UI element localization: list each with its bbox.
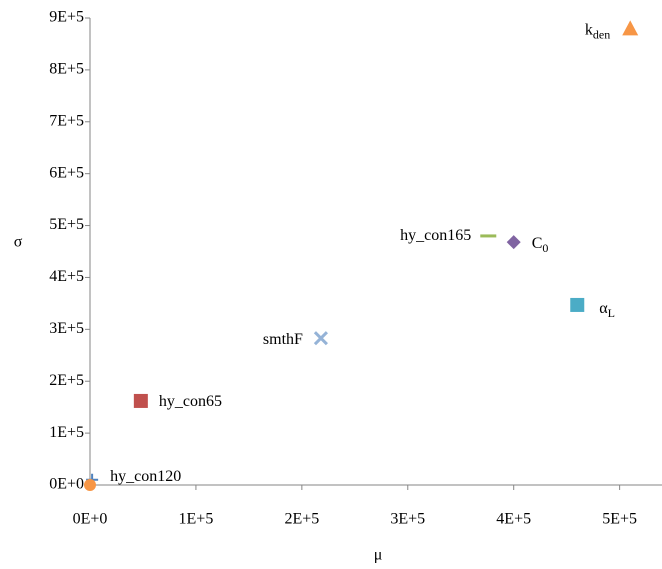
y-tick-label: 0E+0 [49,476,84,493]
point-label: hy_con165 [400,227,471,244]
point-label: kden [585,21,610,41]
point [570,297,585,312]
x-axis-title: μ [374,547,383,564]
x-tick-label: 2E+5 [284,511,319,528]
point-label: smthF [263,331,303,348]
point [84,479,96,491]
x-tick-label: 3E+5 [390,511,425,528]
point-label-text: smthF [263,331,303,348]
point-label-sub: den [593,27,610,41]
point-label: hy_con120 [110,467,181,484]
point-label-text: α [599,300,608,317]
y-tick-label: 4E+5 [49,268,84,285]
point-label-text: k [585,21,593,38]
y-axis-title: σ [14,234,23,251]
point-label-text: hy_con65 [159,393,222,410]
point [313,331,328,346]
point-label: hy_con65 [159,393,222,410]
point-label-sub: 0 [542,241,548,255]
point-label-text: C [532,235,543,252]
point [133,393,148,408]
x-tick-label: 5E+5 [602,511,637,528]
x-tick-label: 4E+5 [496,511,531,528]
point [506,235,521,250]
x-tick-label: 1E+5 [179,511,214,528]
y-tick-label: 3E+5 [49,320,84,337]
point [480,234,497,238]
point-label: αL [599,300,615,320]
point-label: C0 [532,235,549,255]
y-tick-label: 8E+5 [49,61,84,78]
y-tick-label: 2E+5 [49,372,84,389]
point-label-sub: L [608,306,615,320]
y-tick-label: 9E+5 [49,9,84,26]
point-label-text: hy_con120 [110,467,181,484]
y-tick-label: 7E+5 [49,112,84,129]
point [622,20,639,36]
y-tick-label: 1E+5 [49,424,84,441]
y-tick-label: 6E+5 [49,164,84,181]
x-tick-label: 0E+0 [73,511,108,528]
point-label-text: hy_con165 [400,227,471,244]
y-tick-label: 5E+5 [49,216,84,233]
